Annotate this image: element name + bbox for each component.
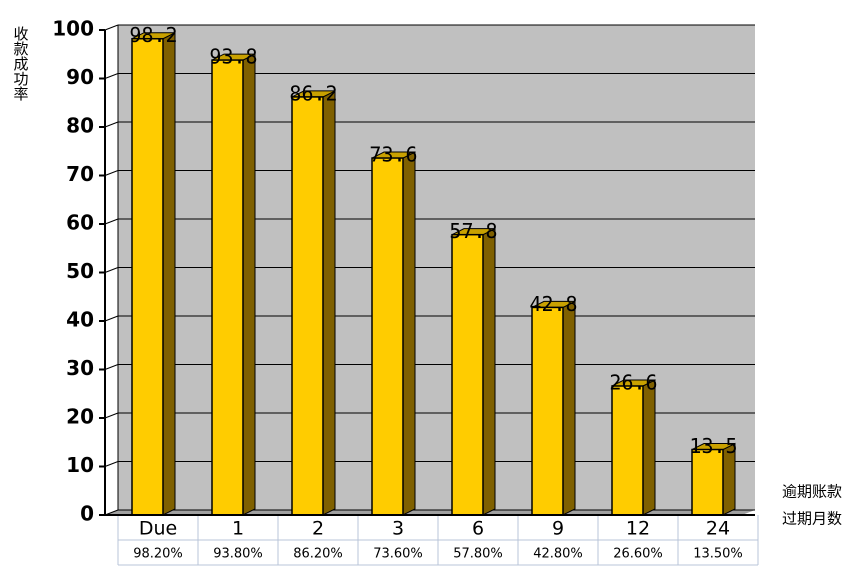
x-tick-label: 9 xyxy=(552,518,564,540)
x-tick-label: 12 xyxy=(626,518,650,540)
table-value: 42.80% xyxy=(533,547,583,562)
plot-floor xyxy=(105,510,755,515)
y-tick-label: 30 xyxy=(66,356,94,380)
bar xyxy=(211,59,244,516)
bar xyxy=(131,37,164,516)
bar-side xyxy=(242,53,256,516)
x-tick-label: 24 xyxy=(706,518,730,540)
y-tick-label: 80 xyxy=(66,114,94,138)
y-tick-label: 20 xyxy=(66,405,94,429)
y-tick-label: 50 xyxy=(66,259,94,283)
data-label: 26.6 xyxy=(609,370,657,394)
data-label: 93.8 xyxy=(209,45,257,69)
y-tick-label: 60 xyxy=(66,211,94,235)
y-tick-label: 0 xyxy=(80,502,94,526)
grid-line xyxy=(104,170,119,176)
x-tick-label: Due xyxy=(139,518,177,540)
x-axis-label: 过期月数 xyxy=(782,510,842,528)
grid-line xyxy=(104,218,119,225)
bar-side xyxy=(642,379,656,516)
bar xyxy=(451,233,484,516)
grid-line xyxy=(104,412,119,419)
x-tick-label: 6 xyxy=(472,518,484,540)
data-label: 98.2 xyxy=(129,23,177,47)
x-tick-label: 3 xyxy=(392,518,404,540)
grid-line xyxy=(104,73,119,79)
y-axis-label: 收款成功率 xyxy=(12,26,30,101)
bar-side xyxy=(162,31,176,516)
table-value: 13.50% xyxy=(693,547,743,562)
table-value: 93.80% xyxy=(213,547,263,562)
bar xyxy=(531,306,564,516)
data-label: 13.5 xyxy=(689,434,737,458)
bar xyxy=(691,448,724,516)
data-label: 42.8 xyxy=(529,292,577,316)
bar-side xyxy=(482,227,496,516)
grid-line xyxy=(104,121,119,128)
table-value: 73.60% xyxy=(373,547,423,562)
x-tick-label: 1 xyxy=(232,518,244,540)
bar-side xyxy=(322,90,336,516)
x-axis-label: 逾期账款 xyxy=(782,483,842,501)
bar-side xyxy=(402,151,416,516)
bar xyxy=(291,96,324,516)
bar xyxy=(371,157,404,516)
grid-line xyxy=(104,267,119,273)
table-value: 98.20% xyxy=(133,547,183,562)
data-label: 73.6 xyxy=(369,143,417,167)
grid-line xyxy=(104,364,119,370)
y-tick-label: 90 xyxy=(66,65,94,89)
grid-line xyxy=(104,461,119,467)
table-value: 86.20% xyxy=(293,547,343,562)
bar xyxy=(611,385,644,516)
y-tick-label: 70 xyxy=(66,162,94,186)
grid-line xyxy=(104,24,119,31)
x-tick-label: 2 xyxy=(312,518,324,540)
data-label: 86.2 xyxy=(289,81,337,105)
y-tick-label: 40 xyxy=(66,308,94,332)
grid-line xyxy=(104,315,119,322)
y-tick-label: 100 xyxy=(52,17,94,41)
table-value: 26.60% xyxy=(613,547,663,562)
data-label: 57.8 xyxy=(449,219,497,243)
table-value: 57.80% xyxy=(453,547,503,562)
y-tick-label: 10 xyxy=(66,453,94,477)
bar-side xyxy=(562,300,576,516)
